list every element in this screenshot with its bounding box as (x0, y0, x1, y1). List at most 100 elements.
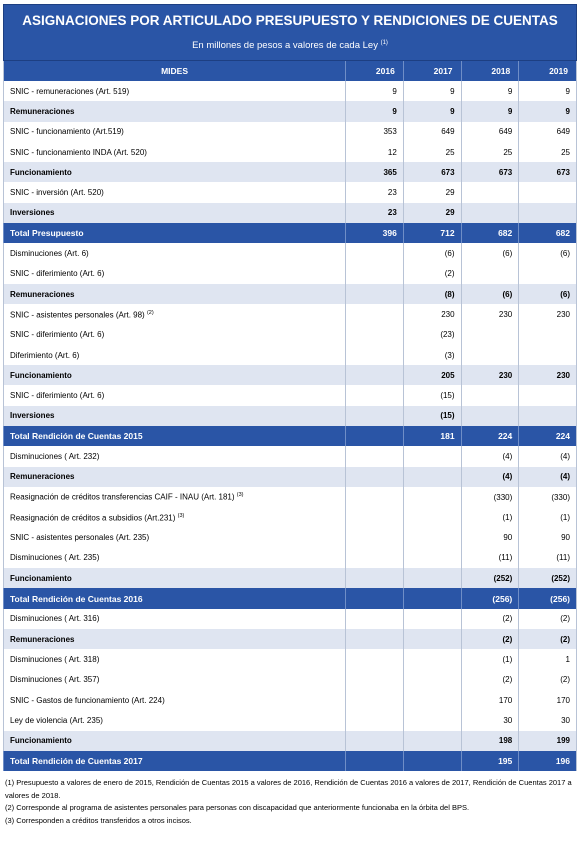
cell-2019: (4) (518, 446, 577, 467)
cell-2017 (402, 730, 462, 751)
row-label-text: SNIC - remuneraciones (Art. 519) (10, 86, 130, 96)
table-title-block: ASIGNACIONES POR ARTICULADO PRESUPUESTO … (3, 4, 577, 61)
cell-2017 (402, 568, 462, 589)
cell-2018: (6) (460, 283, 519, 305)
row-label: Inversiones (2, 405, 346, 427)
cell-2019 (518, 202, 577, 224)
cell-2016 (345, 304, 404, 325)
cell-2019: (4) (518, 466, 577, 487)
column-header-2018: 2018 (460, 61, 519, 81)
table-row: SNIC - diferimiento (Art. 6) (23) (2, 324, 577, 345)
table-row: Disminuciones ( Art. 357) (2) (2) (2, 669, 577, 690)
cell-2016 (345, 710, 404, 731)
row-label: SNIC - Gastos de funcionamiento (Art. 22… (2, 689, 346, 711)
cell-2018: 230 (460, 304, 519, 325)
cell-2016 (345, 344, 404, 366)
table-row: Disminuciones ( Art. 318) (1) 1 (2, 649, 577, 670)
cell-2017 (402, 649, 462, 670)
cell-2016: 396 (345, 223, 404, 244)
row-label-text: Disminuciones ( Art. 318) (10, 654, 100, 664)
row-footnote-ref: (2) (146, 309, 154, 316)
table-row: Disminuciones ( Art. 316) (2) (2) (2, 608, 577, 630)
cell-2018: 90 (460, 527, 519, 548)
cell-2019: 673 (518, 162, 577, 183)
cell-2017: (8) (402, 283, 462, 305)
cell-2019: (2) (518, 608, 577, 630)
table-title: ASIGNACIONES POR ARTICULADO PRESUPUESTO … (22, 13, 558, 28)
subtitle-text: En millones de pesos a valores de cada L… (192, 40, 378, 52)
cell-2017 (402, 629, 462, 650)
cell-2019: 30 (518, 710, 577, 731)
cell-2019: (6) (518, 283, 577, 305)
column-header-2016: 2016 (345, 61, 404, 81)
row-label-text: Total Rendición de Cuentas 2016 (10, 593, 143, 604)
cell-2018: 170 (460, 689, 519, 711)
cell-2019: 649 (518, 121, 577, 142)
row-label: Disminuciones (Art. 6) (2, 243, 346, 264)
cell-2019: (6) (518, 243, 577, 264)
row-label-text: Disminuciones ( Art. 316) (10, 614, 100, 624)
row-label: SNIC - asistentes personales (Art. 235) (2, 527, 346, 548)
footnote-2: (2) Corresponde al programa de asistente… (5, 803, 470, 813)
row-label: Reasignación de créditos a subsidios (Ar… (2, 507, 346, 528)
cell-2016: 9 (345, 81, 404, 102)
cell-2019: 9 (518, 101, 577, 122)
table-row: Disminuciones (Art. 6) (6) (6) (6) (2, 243, 577, 264)
cell-2017: (3) (402, 344, 462, 366)
cell-2018: 224 (460, 426, 519, 447)
cell-2016 (345, 466, 404, 487)
row-label: SNIC - funcionamiento (Art.519) (2, 121, 346, 142)
row-label: Total Rendición de Cuentas 2016 (2, 588, 346, 609)
table-row: SNIC - Gastos de funcionamiento (Art. 22… (2, 689, 577, 711)
table-row: Disminuciones ( Art. 232) (4) (4) (2, 446, 577, 467)
row-label-text: Funcionamiento (10, 736, 72, 746)
cell-2018: (330) (460, 486, 519, 508)
cell-2017 (402, 507, 462, 528)
table-row: SNIC - asistentes personales (Art. 98) (… (2, 304, 577, 325)
total-row: Total Rendición de Cuentas 2017 195 196 (2, 750, 577, 772)
row-label: Disminuciones ( Art. 316) (2, 608, 346, 630)
cell-2017 (402, 750, 462, 772)
row-label-text: Ley de violencia (Art. 235) (10, 715, 103, 725)
cell-2018: (2) (460, 608, 519, 630)
cell-2017: 9 (402, 101, 462, 122)
subtotal-row: Funcionamiento (252) (252) (2, 568, 577, 589)
cell-2017 (402, 608, 462, 630)
cell-2018: 25 (460, 141, 519, 163)
cell-2017 (402, 527, 462, 548)
cell-2019 (518, 344, 577, 366)
table-subtitle: En millones de pesos a valores de cada L… (4, 32, 576, 60)
cell-2018: 682 (460, 223, 519, 244)
subtotal-row: Inversiones 23 29 (2, 202, 577, 224)
table-row: SNIC - remuneraciones (Art. 519) 9 9 9 9 (2, 81, 577, 102)
row-label: Disminuciones ( Art. 235) (2, 547, 346, 569)
row-label: Ley de violencia (Art. 235) (2, 710, 346, 731)
column-header-2019: 2019 (518, 61, 577, 81)
table-row: Reasignación de créditos transferencias … (2, 486, 577, 508)
cell-2018: 9 (460, 101, 519, 122)
cell-2016 (345, 385, 404, 406)
row-label-text: SNIC - asistentes personales (Art. 235) (10, 533, 150, 543)
cell-2016 (345, 405, 404, 427)
table-row: Disminuciones ( Art. 235) (11) (11) (2, 547, 577, 569)
cell-2017: 29 (402, 202, 462, 224)
cell-2016 (345, 324, 404, 345)
cell-2018: (6) (460, 243, 519, 264)
cell-2016 (345, 669, 404, 690)
cell-2019: (330) (518, 486, 577, 508)
footnote-3: (3) Corresponden a créditos transferidos… (5, 815, 192, 825)
table-row: SNIC - diferimiento (Art. 6) (15) (2, 385, 577, 406)
subtotal-row: Inversiones (15) (2, 405, 577, 427)
cell-2016 (345, 568, 404, 589)
cell-2016 (345, 730, 404, 751)
cell-2017: (15) (402, 385, 462, 406)
row-label: Funcionamiento (2, 162, 346, 183)
row-label: SNIC - diferimiento (Art. 6) (2, 385, 346, 406)
total-row: Total Presupuesto 396 712 682 682 (2, 223, 577, 244)
row-label-text: SNIC - funcionamiento (Art.519) (10, 127, 124, 137)
cell-2018: (4) (460, 446, 519, 467)
row-label: Remuneraciones (2, 629, 346, 650)
cell-2019: (2) (518, 669, 577, 690)
row-label: SNIC - funcionamiento INDA (Art. 520) (2, 141, 346, 163)
budget-table-panel: ASIGNACIONES POR ARTICULADO PRESUPUESTO … (2, 4, 577, 827)
